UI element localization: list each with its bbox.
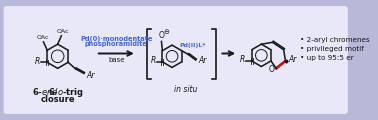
FancyBboxPatch shape [4,6,348,114]
Text: O: O [268,65,274,74]
Text: Ar: Ar [198,56,207,65]
Text: • 2-aryl chromenes: • 2-aryl chromenes [301,36,370,42]
Text: in situ: in situ [174,85,198,94]
Text: OAc: OAc [57,29,70,34]
Text: R: R [240,55,245,65]
Text: Ar: Ar [87,71,95,80]
Text: 6-: 6- [48,88,58,97]
Text: O: O [158,30,164,39]
Text: OAc: OAc [36,35,49,40]
Text: phosphoramidite: phosphoramidite [85,41,148,47]
Text: Ar: Ar [288,55,297,65]
Text: closure: closure [40,96,75,105]
Text: R: R [34,57,40,66]
FancyBboxPatch shape [0,1,354,119]
Text: 6-$\it{endo}$-trig: 6-$\it{endo}$-trig [32,86,84,99]
Text: R: R [150,56,156,65]
Text: • privileged motif: • privileged motif [301,46,364,52]
Text: base: base [108,57,124,63]
Text: Pd(II)L*: Pd(II)L* [180,43,206,48]
Text: Pd(0)·monodentate: Pd(0)·monodentate [80,36,152,42]
Text: ⊖: ⊖ [163,29,169,35]
Text: • up to 95:5 er: • up to 95:5 er [301,55,354,61]
